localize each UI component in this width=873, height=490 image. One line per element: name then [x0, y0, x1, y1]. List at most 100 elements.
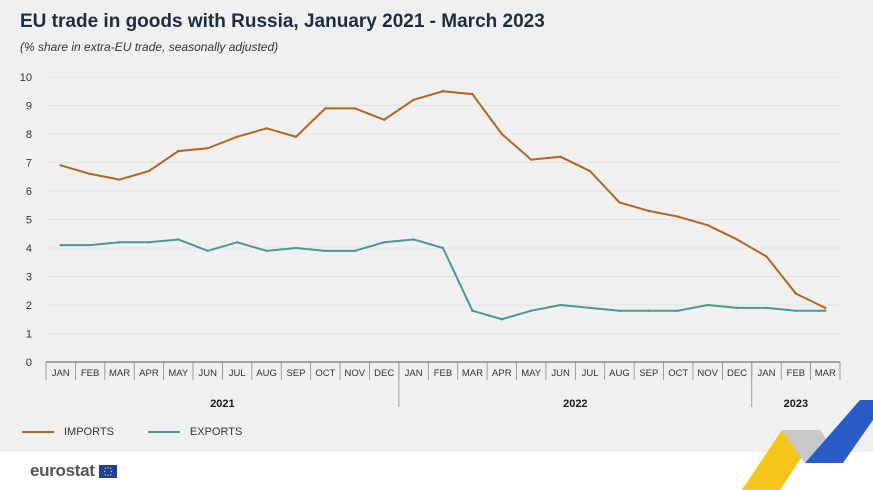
data-point-imports: [559, 155, 562, 158]
x-tick-label: JUN: [198, 368, 217, 379]
data-point-imports: [765, 255, 768, 258]
data-point-exports: [235, 241, 239, 244]
chart-subtitle: (% share in extra-EU trade, seasonally a…: [20, 40, 279, 54]
data-point-imports: [177, 149, 180, 153]
x-tick-label: FEB: [787, 368, 805, 379]
y-tick-label: 2: [26, 300, 32, 312]
x-tick-label: JUL: [582, 368, 599, 379]
x-tick-label: FEB: [81, 368, 99, 379]
year-label: 2021: [210, 398, 234, 410]
data-point-imports: [382, 118, 386, 121]
data-point-imports: [735, 238, 739, 241]
data-point-exports: [471, 309, 474, 312]
y-tick-label: 6: [26, 186, 32, 198]
data-point-exports: [765, 306, 768, 310]
year-label: 2022: [563, 398, 587, 410]
x-tick-label: APR: [492, 368, 512, 379]
data-point-exports: [206, 249, 209, 253]
data-point-imports: [647, 209, 651, 213]
data-point-imports: [500, 132, 504, 136]
x-tick-label: JUN: [551, 368, 570, 379]
data-point-imports: [794, 292, 798, 295]
y-tick-label: 9: [26, 101, 32, 113]
data-point-imports: [471, 92, 474, 96]
y-tick-label: 5: [26, 215, 32, 227]
data-point-imports: [59, 164, 62, 167]
data-point-imports: [706, 224, 709, 227]
x-tick-label: OCT: [315, 368, 335, 379]
data-point-exports: [147, 241, 151, 244]
y-tick-label: 1: [26, 329, 32, 341]
legend-label-imports: IMPORTS: [64, 426, 114, 438]
y-tick-label: 4: [26, 243, 32, 255]
data-point-exports: [59, 243, 62, 247]
data-point-imports: [353, 107, 356, 110]
data-point-imports: [530, 158, 533, 161]
data-point-imports: [441, 90, 445, 93]
data-point-imports: [235, 135, 239, 139]
data-point-exports: [500, 318, 504, 321]
data-point-exports: [324, 249, 327, 253]
year-label: 2023: [784, 398, 808, 410]
y-tick-label: 3: [26, 272, 32, 284]
x-tick-label: SEP: [639, 368, 658, 379]
y-tick-label: 8: [26, 129, 32, 141]
data-point-exports: [530, 309, 533, 312]
data-point-imports: [118, 178, 121, 181]
chart-title: EU trade in goods with Russia, January 2…: [20, 11, 545, 32]
eurostat-logo[interactable]: eurostat: [30, 461, 117, 481]
data-point-exports: [794, 309, 798, 312]
data-point-exports: [382, 241, 386, 244]
data-point-exports: [735, 306, 739, 310]
legend: IMPORTS EXPORTS: [22, 426, 242, 438]
data-point-exports: [353, 249, 356, 253]
data-point-imports: [265, 127, 268, 130]
data-point-imports: [294, 135, 298, 139]
data-point-exports: [294, 246, 298, 250]
x-tick-label: NOV: [344, 368, 365, 379]
x-tick-label: JAN: [52, 368, 70, 379]
data-point-imports: [147, 169, 151, 173]
data-point-exports: [441, 246, 445, 250]
x-tick-label: DEC: [374, 368, 394, 379]
data-point-exports: [824, 309, 827, 312]
x-tick-label: MAR: [815, 368, 836, 379]
legend-item-imports: IMPORTS: [22, 426, 114, 438]
x-tick-label: NOV: [697, 368, 718, 379]
y-tick-label: 7: [26, 158, 32, 170]
x-tick-label: MAY: [521, 368, 542, 379]
legend-label-exports: EXPORTS: [189, 426, 243, 438]
x-tick-label: FEB: [434, 368, 452, 379]
legend-swatch-exports: [147, 431, 180, 433]
data-point-exports: [265, 249, 268, 253]
x-tick-label: JUL: [229, 368, 246, 379]
x-tick-label: SEP: [286, 368, 305, 379]
data-point-exports: [88, 243, 92, 247]
data-point-imports: [618, 201, 621, 204]
x-tick-label: MAR: [462, 368, 483, 379]
data-point-exports: [677, 309, 680, 312]
data-point-imports: [412, 98, 415, 102]
eu-flag-icon: [98, 464, 117, 478]
legend-item-exports: EXPORTS: [147, 426, 243, 438]
y-tick-label: 0: [26, 357, 32, 369]
brand-name: eurostat: [30, 461, 95, 480]
legend-swatch-imports: [22, 431, 54, 433]
x-tick-label: MAY: [168, 368, 189, 379]
line-chart: 0 1 2 3 4 5 6 7 8 9 10 JAN FEB MAR APR MAY JUN JUL AUG SEP O…: [20, 72, 841, 410]
data-point-exports: [647, 309, 651, 312]
data-point-imports: [588, 169, 592, 173]
x-tick-label: AUG: [609, 368, 630, 379]
data-point-exports: [118, 241, 121, 244]
data-point-exports: [618, 309, 621, 312]
data-point-imports: [824, 306, 827, 310]
data-point-exports: [706, 303, 709, 307]
footer: eurostat: [0, 452, 873, 490]
data-point-imports: [88, 172, 92, 176]
y-tick-label: 10: [20, 72, 32, 84]
data-point-imports: [324, 107, 327, 110]
data-point-exports: [412, 238, 415, 241]
data-point-exports: [559, 303, 562, 307]
